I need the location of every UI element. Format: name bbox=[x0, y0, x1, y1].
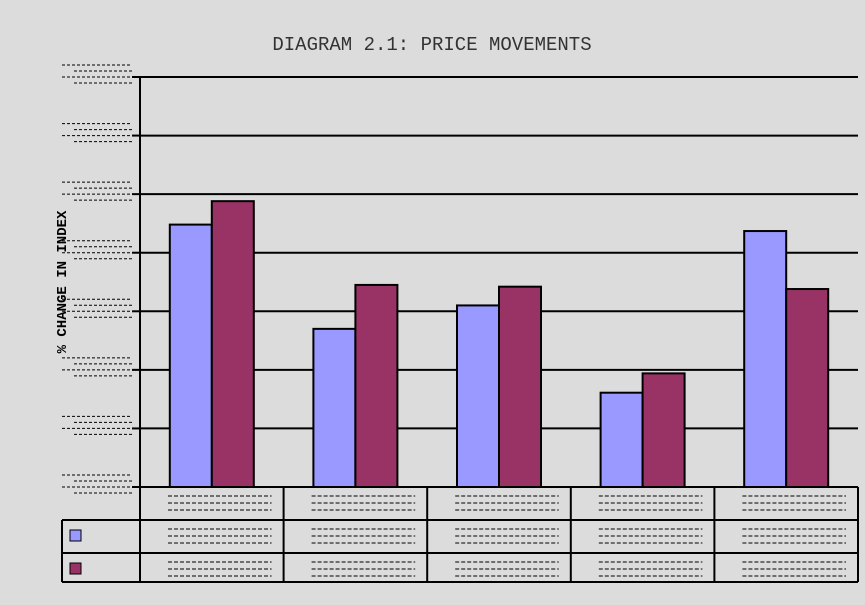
data-table bbox=[61, 486, 859, 583]
bar-series2-cat4 bbox=[641, 372, 686, 488]
y-axis-label: % CHANGE IN INDEX bbox=[55, 210, 71, 353]
bar-series1-cat2 bbox=[312, 327, 357, 488]
bar-series1-cat5 bbox=[743, 230, 788, 488]
bar-series2-cat2 bbox=[354, 283, 399, 488]
bar-series1-cat3 bbox=[456, 304, 500, 488]
bar-series2-cat5 bbox=[785, 288, 830, 488]
bar-series1-cat4 bbox=[599, 391, 644, 489]
bar-series1-cat1 bbox=[168, 223, 213, 488]
chart-title: DIAGRAM 2.1: PRICE MOVEMENTS bbox=[272, 34, 591, 56]
legend-swatch-series2 bbox=[69, 562, 82, 575]
bar-series2-cat1 bbox=[210, 200, 255, 489]
bars bbox=[168, 200, 830, 489]
legend-swatch-series1 bbox=[69, 529, 82, 542]
bar-series2-cat3 bbox=[498, 285, 542, 488]
y-axis-ticks bbox=[62, 64, 140, 494]
